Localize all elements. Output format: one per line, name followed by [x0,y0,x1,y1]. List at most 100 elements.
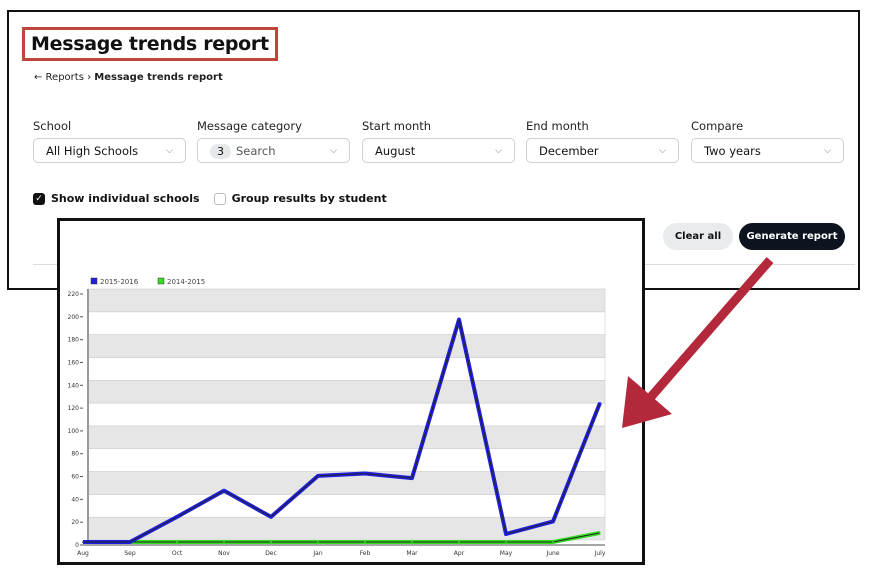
data-point [82,541,84,543]
legend-label: 2014-2015 [167,278,205,286]
data-point [364,472,366,475]
breadcrumb-reports-link[interactable]: ← Reports [34,72,84,83]
x-tick-label: Apr [454,550,465,557]
x-tick-label: Aug [77,550,89,557]
school-value: All High Schools [46,143,139,158]
chevron-down-icon: ⌵ [166,145,173,156]
y-tick-label: 220 [68,291,80,298]
y-tick-label: 140 [68,382,80,389]
data-point [599,532,601,534]
data-point [270,516,272,518]
x-tick-label: Nov [218,550,230,557]
data-point [364,541,366,543]
data-point [552,520,554,523]
data-point [270,541,272,543]
x-tick-label: Dec [265,550,277,557]
y-tick-label: 0 [75,542,79,549]
group-by-student-checkbox[interactable] [213,192,226,205]
data-point [505,541,507,543]
compare-select[interactable]: Two years ⌵ [691,138,844,163]
x-tick-label: Mar [406,550,418,557]
x-tick-label: May [500,550,513,557]
y-tick-label: 80 [71,451,79,458]
grid-band [87,357,606,381]
chevron-down-icon: ⌵ [495,145,502,156]
data-point [458,318,460,321]
x-tick-label: Oct [172,550,183,557]
start-month-label: Start month [362,119,432,133]
end-month-value: December [539,143,599,158]
grid-band [87,379,606,404]
x-tick-label: Jan [312,550,322,557]
breadcrumb-current: Message trends report [94,72,223,83]
x-tick-label: July [594,550,606,557]
grid-band [87,448,606,472]
end-month-field: End month December ⌵ [526,119,679,163]
data-point [223,489,225,492]
show-individual-schools-label[interactable]: Show individual schools [51,192,200,205]
end-month-select[interactable]: December ⌵ [526,138,679,163]
annotation-arrow [646,257,774,401]
grid-band [87,288,606,313]
data-point [223,541,225,543]
data-point [411,541,413,543]
x-tick-label: Feb [360,550,371,557]
chevron-down-icon: ⌵ [659,145,666,156]
data-point [176,516,178,518]
group-by-student-label[interactable]: Group results by student [231,192,387,205]
legend-swatch [90,277,98,285]
y-tick-label: 20 [71,519,79,526]
data-point [317,541,319,543]
data-point [458,541,460,543]
legend-label: 2015-2016 [100,278,139,286]
data-point [317,475,319,477]
message-category-select[interactable]: 3 Search ⌵ [197,138,350,163]
selected-count-badge: 3 [210,143,231,159]
annotation-arrow-head [622,376,672,428]
data-point [411,477,413,479]
start-month-select[interactable]: August ⌵ [362,138,515,163]
y-tick-label: 60 [71,474,79,481]
y-tick-label: 160 [68,359,80,366]
compare-field: Compare Two years ⌵ [691,119,844,163]
breadcrumb-separator: › [87,72,92,83]
chevron-down-icon: ⌵ [824,145,831,156]
compare-label: Compare [691,119,744,133]
chevron-down-icon: ⌵ [330,145,337,156]
y-tick-label: 180 [68,337,80,344]
school-select[interactable]: All High Schools ⌵ [33,138,186,163]
grid-band [87,494,606,518]
show-individual-schools-checkbox[interactable]: ✓ [33,192,45,205]
compare-value: Two years [704,143,761,158]
x-tick-label: June [545,550,559,557]
y-tick-label: 120 [68,405,80,412]
data-point [129,541,131,543]
generate-report-button[interactable]: Generate report [739,223,845,250]
grid-band [87,334,606,358]
y-tick-label: 200 [68,314,80,321]
start-month-value: August [375,143,416,158]
data-point [505,533,507,535]
x-tick-label: Sep [124,550,136,557]
end-month-label: End month [526,119,589,133]
options-row: ✓ Show individual schools Group results … [33,192,387,205]
data-point [176,541,178,543]
message-category-field: Message category 3 Search ⌵ [197,119,350,163]
breadcrumb: ← Reports › Message trends report [34,72,223,83]
data-point [552,541,554,543]
message-category-label: Message category [197,119,302,133]
start-month-field: Start month August ⌵ [362,119,515,163]
series-line-edge [83,532,601,543]
data-point [599,402,601,404]
y-tick-label: 40 [71,496,79,503]
school-field: School All High Schools ⌵ [33,119,186,163]
series-line-edge [83,319,601,543]
school-label: School [33,119,72,133]
clear-all-button[interactable]: Clear all [663,223,733,250]
grid-band [87,425,606,450]
message-category-search[interactable]: Search [236,143,276,158]
grid-band [87,311,606,335]
grid-band [87,402,606,427]
page-title: Message trends report [22,27,278,61]
